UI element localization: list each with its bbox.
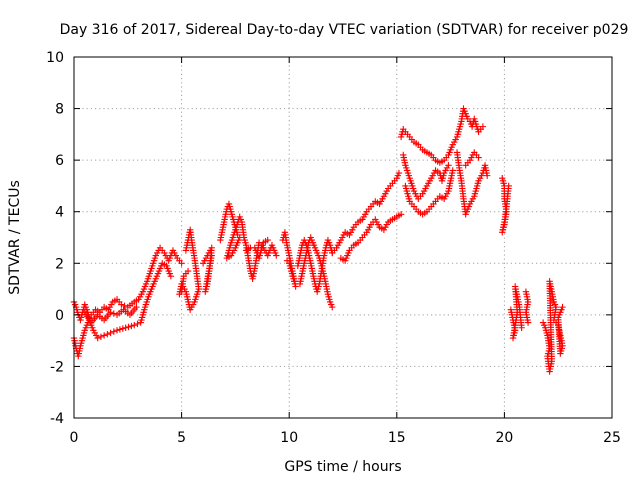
data-point bbox=[110, 328, 118, 335]
x-tick-label: 25 bbox=[603, 430, 621, 446]
data-point bbox=[178, 260, 185, 267]
data-point bbox=[518, 324, 525, 331]
data-point bbox=[445, 162, 452, 169]
axis-ticks: 0 5 10 15 20 25 -4 -2 0 2 4 6 8 10 bbox=[46, 50, 621, 446]
y-tick-label: 6 bbox=[55, 153, 64, 169]
chart-title: Day 316 of 2017, Sidereal Day-to-day VTE… bbox=[60, 22, 629, 38]
data-point bbox=[524, 319, 532, 326]
data-point bbox=[505, 182, 512, 190]
data-point bbox=[133, 303, 140, 311]
data-point bbox=[107, 329, 114, 337]
x-tick-label: 15 bbox=[388, 430, 406, 446]
y-tick-label: 2 bbox=[55, 256, 64, 272]
data-point bbox=[122, 324, 129, 331]
data-point bbox=[397, 211, 405, 218]
x-tick-label: 20 bbox=[495, 430, 513, 446]
data-point bbox=[559, 303, 566, 311]
y-tick-label: 8 bbox=[55, 102, 64, 118]
x-axis-label: GPS time / hours bbox=[284, 459, 401, 475]
data-point bbox=[125, 323, 132, 331]
y-tick-label: 0 bbox=[55, 308, 64, 324]
data-point bbox=[97, 333, 105, 340]
data-point bbox=[110, 310, 118, 317]
data-point bbox=[118, 301, 125, 308]
data-point bbox=[131, 321, 138, 329]
data-point bbox=[479, 123, 487, 130]
data-point bbox=[449, 167, 456, 174]
y-tick-label: 10 bbox=[46, 50, 64, 66]
gridlines bbox=[74, 57, 612, 418]
data-point bbox=[104, 330, 111, 338]
data-point bbox=[395, 169, 403, 177]
data-point bbox=[208, 252, 215, 259]
data-point bbox=[483, 172, 491, 179]
y-axis-label: SDTVAR / TECUs bbox=[7, 180, 23, 295]
data-point bbox=[107, 309, 114, 316]
data-point bbox=[94, 334, 101, 342]
data-point bbox=[119, 325, 126, 332]
data-point bbox=[283, 257, 291, 264]
y-tick-label: 4 bbox=[55, 205, 64, 221]
data-point bbox=[134, 320, 141, 328]
data-point bbox=[121, 302, 128, 310]
data-point bbox=[128, 322, 135, 330]
data-point bbox=[100, 332, 108, 339]
data-point bbox=[329, 303, 336, 311]
data-point bbox=[475, 154, 482, 161]
plot-frame bbox=[73, 56, 613, 419]
data-point bbox=[116, 326, 124, 333]
data-point bbox=[264, 236, 271, 244]
data-point bbox=[273, 252, 280, 259]
data-points bbox=[70, 105, 566, 375]
x-tick-label: 10 bbox=[280, 430, 298, 446]
x-tick-label: 5 bbox=[177, 430, 186, 446]
y-tick-label: -2 bbox=[50, 359, 64, 375]
data-point bbox=[113, 327, 121, 334]
x-tick-label: 0 bbox=[70, 430, 79, 446]
data-point bbox=[184, 267, 192, 275]
data-point bbox=[167, 272, 175, 280]
y-tick-label: -4 bbox=[50, 411, 64, 427]
